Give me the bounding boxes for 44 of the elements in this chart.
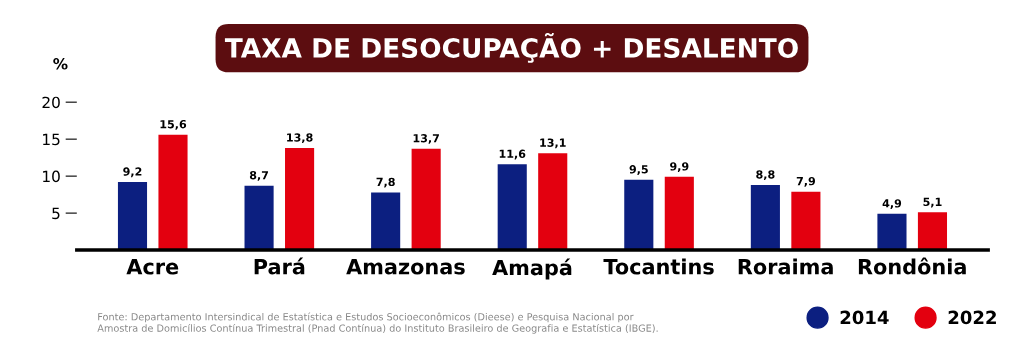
data-label: 15,6 [160, 120, 187, 130]
bar [624, 179, 654, 251]
x-tick-label: Tocantins [603, 258, 714, 275]
x-tick-label: Acre [126, 259, 179, 275]
x-tick-label: Amapá [492, 258, 572, 280]
bar [791, 191, 821, 251]
data-label: 9,5 [629, 165, 648, 175]
bar [158, 134, 188, 251]
y-axis-title: % [53, 58, 68, 70]
bar [117, 182, 148, 251]
data-label: 5,1 [923, 197, 942, 208]
bar [538, 153, 568, 251]
x-tick-label: Rondônia [858, 257, 966, 275]
bar [917, 212, 948, 251]
bar [411, 148, 441, 251]
data-label: 8,8 [756, 170, 775, 181]
legend-label: 2014 [840, 310, 889, 325]
bar [877, 213, 907, 251]
legend-label: 2022 [948, 310, 996, 325]
data-label: 9,2 [123, 167, 142, 178]
data-label: 13,8 [287, 133, 313, 144]
bar [285, 148, 315, 251]
bar [371, 192, 401, 251]
x-tick-label: Amazonas [346, 259, 465, 275]
y-tick-label: 15 [43, 133, 60, 146]
data-label: 11,6 [499, 149, 526, 160]
bar [750, 185, 780, 251]
y-tick-label: 10 [43, 170, 60, 183]
bar [664, 176, 694, 251]
y-tick-label: 5 [52, 207, 60, 220]
y-tick-label: 20 [42, 96, 60, 109]
x-tick-label: Roraima [738, 258, 833, 275]
data-label: 9,9 [670, 162, 689, 172]
data-label: 7,8 [376, 177, 395, 188]
data-label: 7,9 [796, 176, 816, 187]
x-tick-label: Pará [254, 257, 305, 275]
bar [497, 164, 527, 251]
data-label: 8,7 [249, 171, 269, 181]
data-label: 13,7 [413, 134, 439, 144]
bar [244, 185, 274, 251]
data-label: 13,1 [540, 138, 566, 149]
source-note: Fonte: Departamento Intersindical de Estatística e Estudos Socioeconômicos (Dieese) e Pesquisa Nacional por Amostra de Domicílios Contínua Trimestral (Pnad Contínua) do Instituto Brasileiro de Geografia e Estatística (IBGE). [97, 312, 658, 334]
data-label: 4,9 [882, 199, 902, 209]
chart-title: TAXA DE DESOCUPAÇÃO + DESALENTO [224, 32, 798, 63]
